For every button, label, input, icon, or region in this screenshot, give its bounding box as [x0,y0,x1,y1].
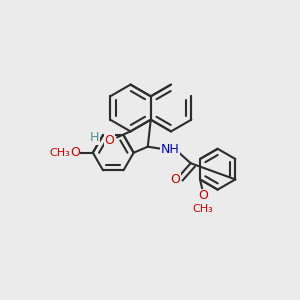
Text: O: O [105,134,114,147]
Text: CH₃: CH₃ [50,148,70,158]
Text: NH: NH [161,143,180,156]
Text: CH₃: CH₃ [193,204,213,214]
Text: O: O [198,189,208,203]
Text: O: O [171,173,181,186]
Text: O: O [70,146,80,159]
Text: H: H [90,131,99,144]
